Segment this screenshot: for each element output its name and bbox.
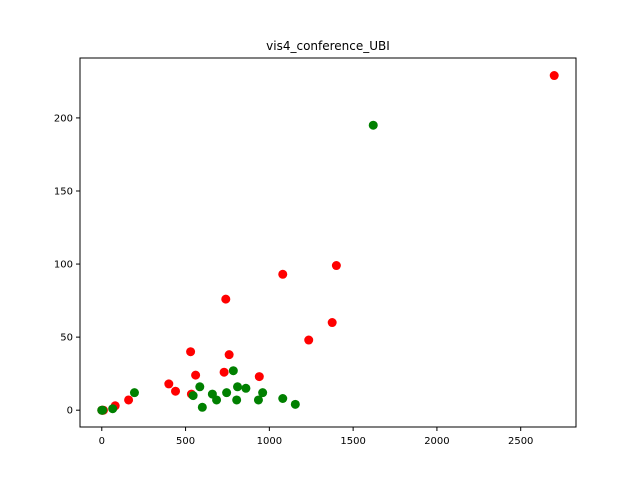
data-point-s0-10: [219, 367, 229, 377]
data-point-s1-18: [368, 120, 378, 130]
data-point-s1-2: [108, 404, 118, 414]
data-point-s0-15: [304, 335, 314, 345]
data-point-s0-14: [278, 269, 288, 279]
data-point-s0-11: [221, 294, 231, 304]
data-point-s0-12: [224, 350, 234, 360]
y-tick-label: 50: [60, 333, 73, 344]
data-point-s0-5: [164, 379, 174, 389]
x-tick-label: 1000: [257, 436, 282, 447]
data-point-s1-17: [290, 399, 300, 409]
x-tick-label: 2000: [424, 436, 449, 447]
y-tick-label: 200: [54, 113, 73, 124]
chart-title: vis4_conference_UBI: [266, 39, 390, 53]
x-tick-label: 0: [99, 436, 105, 447]
y-axis: 0 50 100 150 200: [54, 113, 80, 417]
y-tick-label: 0: [67, 406, 73, 417]
y-tick-label: 150: [54, 186, 73, 197]
data-point-s0-16: [327, 318, 337, 328]
data-point-s1-8: [212, 395, 222, 405]
data-point-s1-1: [98, 405, 108, 415]
data-point-s1-6: [197, 402, 207, 412]
y-tick-label: 100: [54, 260, 73, 271]
data-point-s1-14: [253, 395, 263, 405]
data-point-s0-6: [171, 386, 181, 396]
data-point-s1-12: [233, 382, 243, 392]
data-point-s1-3: [129, 388, 139, 398]
plot-frame: [79, 57, 577, 428]
data-point-s0-7: [186, 347, 196, 357]
data-point-s1-4: [188, 391, 198, 401]
x-tick-label: 500: [176, 436, 195, 447]
x-tick-label: 1500: [340, 436, 365, 447]
data-points: [97, 71, 559, 415]
data-point-s0-18: [549, 71, 559, 81]
data-point-s1-10: [228, 366, 238, 376]
x-axis: 0 500 1000 1500 2000 2500: [99, 427, 533, 447]
data-point-s0-17: [331, 261, 341, 271]
x-tick-label: 2500: [508, 436, 533, 447]
data-point-s1-11: [232, 395, 242, 405]
data-point-s0-9: [191, 370, 201, 380]
data-point-s1-15: [258, 388, 268, 398]
data-point-s1-9: [222, 388, 232, 398]
data-point-s0-4: [124, 395, 134, 405]
data-point-s1-5: [195, 382, 205, 392]
data-point-s1-13: [241, 383, 251, 393]
data-point-s0-13: [254, 372, 264, 382]
data-point-s1-16: [278, 394, 288, 404]
